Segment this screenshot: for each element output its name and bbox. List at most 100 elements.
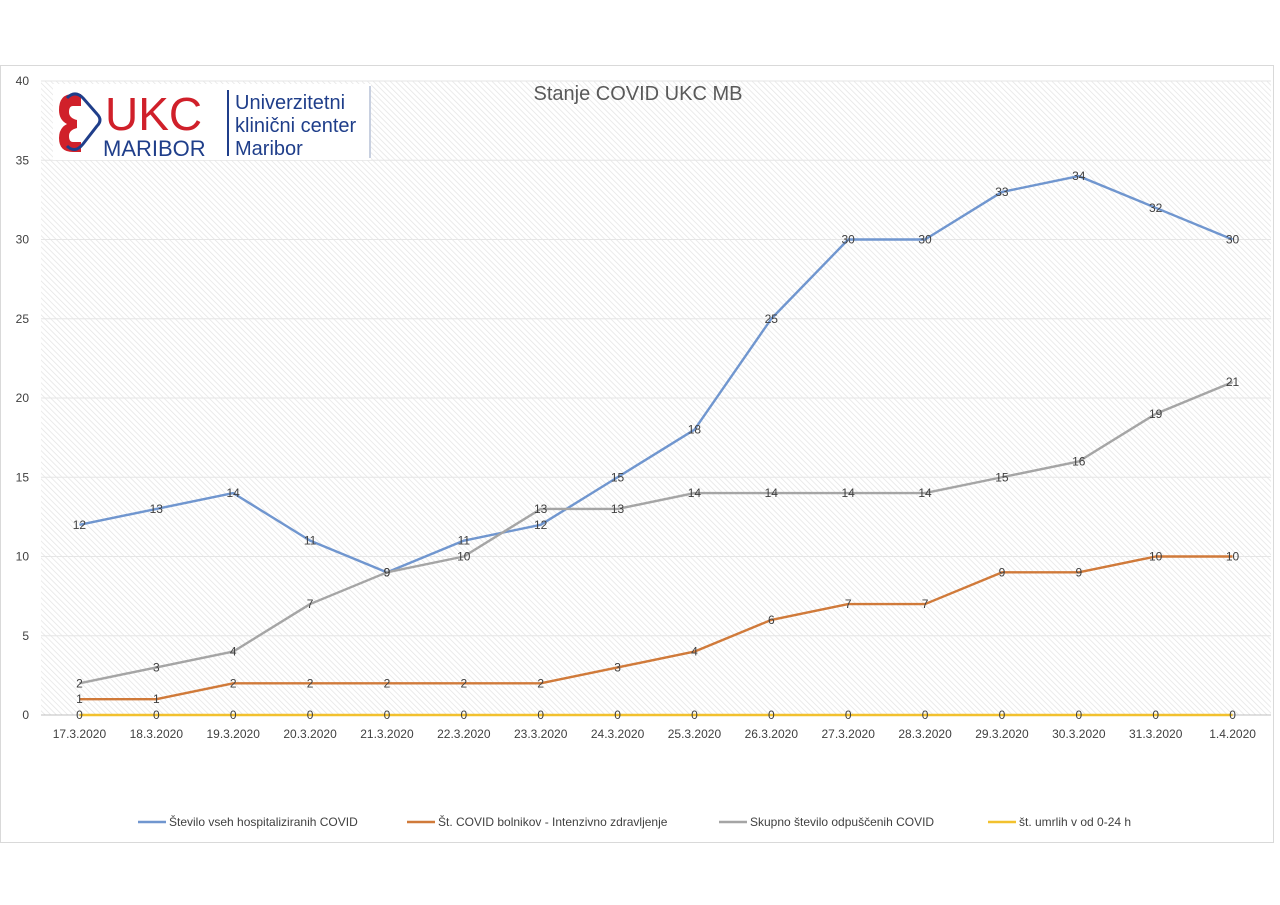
data-label-s2: 7: [922, 597, 929, 611]
data-label-s1: 33: [995, 185, 1009, 199]
y-tick-label: 15: [16, 470, 30, 484]
x-tick-label: 17.3.2020: [53, 727, 107, 741]
x-tick-label: 31.3.2020: [1129, 727, 1183, 741]
data-label-s1: 9: [384, 565, 391, 579]
y-tick-label: 5: [22, 629, 29, 643]
data-label-s3: 19: [1149, 407, 1163, 421]
chart-title: Stanje COVID UKC MB: [534, 83, 743, 105]
data-label-s3: 10: [457, 550, 471, 564]
data-label-s3: 4: [230, 645, 237, 659]
x-tick-label: 27.3.2020: [821, 727, 875, 741]
data-label-s3: 14: [842, 486, 856, 500]
y-tick-label: 25: [16, 312, 30, 326]
data-label-s4: 0: [845, 708, 852, 722]
data-label-s1: 14: [227, 486, 241, 500]
data-label-s1: 34: [1072, 169, 1086, 183]
x-tick-label: 28.3.2020: [898, 727, 952, 741]
data-label-s2: 2: [307, 676, 314, 690]
data-label-s1: 11: [458, 534, 471, 548]
logo-background: [53, 84, 371, 160]
y-tick-label: 35: [16, 153, 30, 167]
data-label-s1: 12: [534, 518, 548, 532]
series-line-2: [79, 555, 1233, 701]
logo-emblem-icon: [59, 92, 102, 152]
data-label-s1: 30: [842, 233, 856, 247]
logo-line3: Maribor: [235, 138, 303, 160]
data-label-s4: 0: [614, 708, 621, 722]
data-label-s4: 0: [768, 708, 775, 722]
data-label-s4: 0: [999, 708, 1006, 722]
data-label-s3: 9: [384, 565, 391, 579]
logo-line2: klinični center: [235, 115, 357, 137]
data-label-s3: 21: [1226, 375, 1240, 389]
logo-ukc-text: UKC: [105, 88, 202, 140]
data-label-s3: 7: [307, 597, 314, 611]
data-label-s3: 15: [995, 470, 1009, 484]
legend-label-2: Št. COVID bolnikov - Intenzivno zdravlje…: [438, 814, 668, 829]
data-label-s1: 30: [918, 233, 932, 247]
y-axis-ticks: 0 5 10 15 20 25 30 35 40: [16, 74, 30, 722]
x-tick-label: 30.3.2020: [1052, 727, 1106, 741]
data-label-s4: 0: [384, 708, 391, 722]
data-label-s4: 0: [460, 708, 467, 722]
x-tick-label: 26.3.2020: [745, 727, 799, 741]
legend: Število vseh hospitaliziranih COVID Št. C…: [138, 814, 1131, 829]
data-label-s2: 2: [230, 676, 237, 690]
data-label-s2: 10: [1149, 550, 1163, 564]
y-tick-label: 30: [16, 233, 30, 247]
data-label-s1: 13: [150, 502, 164, 516]
data-label-s3: 2: [76, 676, 83, 690]
data-label-s3: 14: [688, 486, 702, 500]
data-label-s2: 9: [1075, 565, 1082, 579]
x-tick-label: 22.3.2020: [437, 727, 491, 741]
x-tick-label: 21.3.2020: [360, 727, 414, 741]
legend-label-1: Število vseh hospitaliziranih COVID: [169, 814, 358, 829]
data-label-s3: 14: [918, 486, 932, 500]
data-label-s4: 0: [922, 708, 929, 722]
data-label-s4: 0: [537, 708, 544, 722]
data-label-s4: 0: [153, 708, 160, 722]
data-label-s2: 1: [153, 692, 160, 706]
data-label-s4: 0: [1229, 708, 1236, 722]
data-label-s1: 18: [688, 423, 702, 437]
logo-line1: Univerzitetni: [235, 92, 345, 114]
y-tick-label: 20: [16, 391, 30, 405]
data-label-s2: 2: [460, 676, 467, 690]
x-tick-label: 24.3.2020: [591, 727, 645, 741]
data-label-s4: 0: [1075, 708, 1082, 722]
data-label-s3: 3: [153, 660, 160, 674]
x-tick-label: 20.3.2020: [283, 727, 337, 741]
data-label-s1: 15: [611, 470, 625, 484]
data-label-s1: 25: [765, 312, 779, 326]
data-label-s2: 3: [614, 660, 621, 674]
chart-frame: 0 5 10 15 20 25 30 35 40 17.3.2020 18.3.2020 19.3.…: [0, 65, 1274, 843]
data-label-s4: 0: [76, 708, 83, 722]
x-tick-label: 18.3.2020: [130, 727, 184, 741]
x-tick-label: 23.3.2020: [514, 727, 568, 741]
x-axis-ticks: 17.3.2020 18.3.2020 19.3.2020 20.3.2020 21.3…: [53, 727, 1256, 741]
data-label-s4: 0: [1152, 708, 1159, 722]
data-label-s4: 0: [307, 708, 314, 722]
data-label-s3: 16: [1072, 454, 1086, 468]
x-tick-label: 29.3.2020: [975, 727, 1029, 741]
data-label-s4: 0: [230, 708, 237, 722]
series-line-3: [79, 381, 1234, 685]
data-label-s2: 9: [999, 565, 1006, 579]
data-label-s4: 0: [691, 708, 698, 722]
series-lines: [79, 174, 1234, 717]
x-tick-label: 1.4.2020: [1209, 727, 1256, 741]
ukc-maribor-logo: UKC MARIBOR Univerzitetni klinični cente…: [53, 84, 371, 161]
data-label-s2: 2: [537, 676, 544, 690]
y-tick-label: 40: [16, 74, 30, 88]
legend-label-4: št. umrlih v od 0-24 h: [1019, 815, 1131, 829]
y-tick-label: 10: [16, 550, 30, 564]
data-label-s3: 13: [534, 502, 548, 516]
data-label-s2: 1: [76, 692, 83, 706]
y-tick-label: 0: [22, 708, 29, 722]
data-label-s2: 6: [768, 613, 775, 627]
x-tick-label: 25.3.2020: [668, 727, 722, 741]
data-label-s2: 7: [845, 597, 852, 611]
data-label-s1: 30: [1226, 233, 1240, 247]
